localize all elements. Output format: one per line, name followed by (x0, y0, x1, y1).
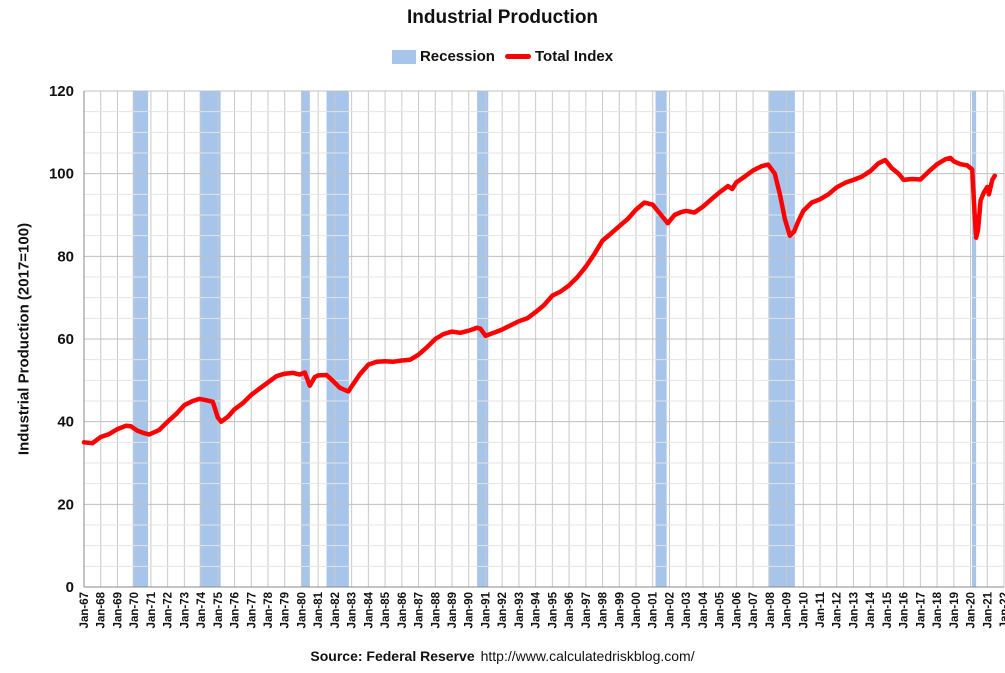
x-tick-label-26: Jan-93 (514, 592, 526, 628)
x-tick-label-50: Jan-17 (915, 592, 927, 628)
x-tick-label-32: Jan-99 (614, 592, 626, 628)
x-tick-label-24: Jan-91 (480, 591, 492, 628)
x-tick-label-41: Jan-08 (765, 591, 777, 628)
legend-item-recession: Recession (391, 48, 495, 65)
recession-swatch (391, 49, 416, 64)
x-tick-label-20: Jan-87 (414, 592, 426, 628)
x-tick-label-8: Jan-75 (213, 591, 225, 628)
x-tick-label-21: Jan-88 (430, 591, 442, 628)
x-tick-label-48: Jan-15 (882, 591, 894, 628)
y-tick-label-120: 120 (49, 83, 74, 100)
legend-item-total-index: Total Index (504, 48, 614, 65)
x-tick-label-55: Jan-22 (999, 592, 1005, 628)
x-tick-label-10: Jan-77 (246, 592, 258, 628)
x-tick-label-1: Jan-68 (96, 591, 108, 628)
x-tick-label-53: Jan-20 (966, 592, 978, 628)
x-tick-label-18: Jan-85 (380, 591, 392, 628)
x-tick-label-43: Jan-10 (798, 592, 810, 628)
x-tick-label-40: Jan-07 (748, 592, 760, 628)
x-tick-label-15: Jan-82 (330, 592, 342, 628)
source-url[interactable]: http://www.calculatedriskblog.com/ (480, 648, 695, 664)
x-tick-label-33: Jan-00 (631, 592, 643, 628)
x-tick-label-54: Jan-21 (982, 591, 994, 628)
x-tick-label-29: Jan-96 (564, 592, 576, 628)
total-index-swatch (504, 54, 531, 59)
x-tick-label-16: Jan-83 (347, 592, 359, 628)
x-tick-label-35: Jan-02 (664, 592, 676, 628)
x-tick-label-36: Jan-03 (681, 592, 693, 628)
legend-label-recession: Recession (419, 48, 495, 65)
x-tick-label-47: Jan-14 (865, 591, 877, 628)
x-tick-label-6: Jan-73 (179, 592, 191, 628)
x-tick-label-2: Jan-69 (112, 592, 124, 628)
y-tick-label-80: 80 (57, 248, 74, 265)
x-tick-label-12: Jan-79 (280, 592, 292, 628)
x-tick-label-34: Jan-01 (648, 591, 660, 628)
x-tick-labels: Jan-67 Jan-68 Jan-69 Jan-70 Jan-71 Jan-72 Jan-… (79, 591, 1005, 628)
x-tick-label-38: Jan-05 (715, 591, 727, 628)
x-tick-label-39: Jan-06 (731, 592, 743, 628)
legend: Recession Total Index (0, 48, 1005, 65)
y-tick-label-60: 60 (57, 331, 74, 348)
x-tick-label-46: Jan-13 (848, 592, 860, 628)
y-tick-label-0: 0 (66, 579, 74, 596)
x-tick-label-13: Jan-80 (296, 592, 308, 628)
chart-title: Industrial Production (406, 7, 599, 28)
axes (83, 91, 1004, 588)
x-tick-label-5: Jan-72 (163, 592, 175, 628)
y-tick-label-100: 100 (49, 166, 74, 183)
x-tick-label-31: Jan-98 (598, 591, 610, 628)
x-tick-label-23: Jan-90 (464, 592, 476, 628)
y-tick-label-40: 40 (57, 414, 74, 431)
source-label: Source: Federal Reserve (310, 648, 475, 664)
x-tick-label-45: Jan-12 (832, 592, 844, 628)
x-tick-label-3: Jan-70 (129, 592, 141, 628)
x-tick-label-42: Jan-09 (782, 592, 794, 628)
x-tick-label-27: Jan-94 (531, 591, 543, 628)
x-tick-label-11: Jan-78 (263, 591, 275, 628)
x-tick-label-7: Jan-74 (196, 591, 208, 628)
x-tick-label-25: Jan-92 (497, 592, 509, 628)
x-tick-label-19: Jan-86 (397, 592, 409, 628)
x-tick-label-49: Jan-16 (899, 592, 911, 628)
x-tick-label-30: Jan-97 (581, 592, 593, 628)
gridlines (83, 90, 1005, 588)
x-tick-label-22: Jan-89 (447, 592, 459, 628)
x-tick-label-4: Jan-71 (146, 591, 158, 628)
legend-label-total-index: Total Index (534, 48, 614, 65)
series-lines (81, 155, 998, 446)
source-note: Source: Federal Reserve http://www.calcul… (0, 648, 1005, 664)
x-tick-label-28: Jan-95 (547, 591, 559, 628)
x-tick-label-14: Jan-81 (313, 591, 325, 628)
x-tick-label-37: Jan-04 (698, 591, 710, 628)
x-tick-label-44: Jan-11 (815, 591, 827, 627)
x-tick-label-17: Jan-84 (363, 591, 375, 628)
series-line-total-index (81, 155, 998, 446)
y-tick-labels: 0 20 40 60 80 100 120 (49, 83, 74, 596)
x-tick-label-52: Jan-19 (949, 592, 961, 628)
y-tick-label-20: 20 (57, 496, 74, 513)
x-tick-label-0: Jan-67 (79, 592, 91, 628)
x-tick-label-51: Jan-18 (932, 591, 944, 628)
x-tick-label-9: Jan-76 (230, 592, 242, 628)
